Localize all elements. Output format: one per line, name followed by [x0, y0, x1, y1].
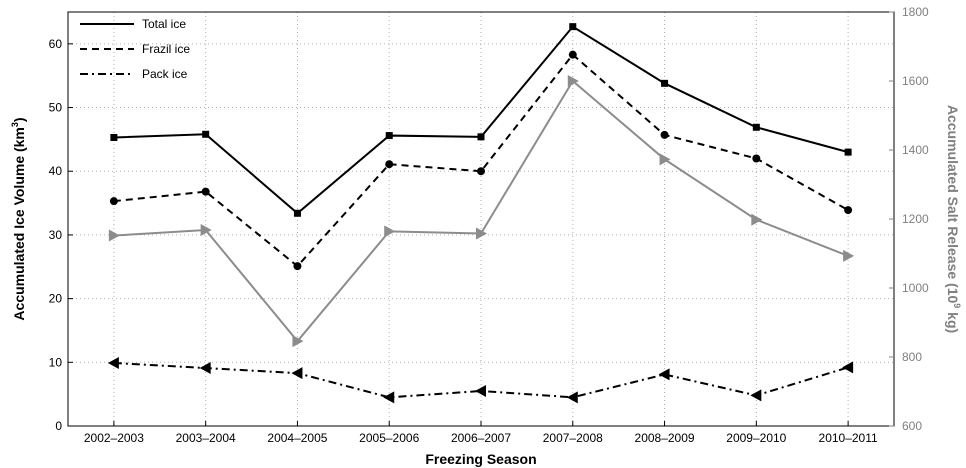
- data-point: [385, 160, 394, 169]
- y-tick-label-right: 1000: [902, 281, 929, 295]
- data-point: [384, 225, 396, 238]
- y-tick-label-left: 60: [49, 37, 63, 51]
- data-point: [385, 132, 393, 140]
- data-point: [566, 391, 578, 404]
- data-point: [107, 356, 119, 369]
- series: [107, 23, 855, 404]
- legend: Total ice Frazil ice Pack ice: [80, 17, 190, 81]
- y-axis-title-left: Accumulated Ice Volume (km3): [10, 117, 27, 320]
- grid: [68, 12, 894, 426]
- y-tick-label-left: 20: [49, 292, 63, 306]
- data-point: [750, 389, 762, 402]
- y-tick-label-right: 600: [902, 419, 922, 433]
- y-tick-label-left: 30: [49, 228, 63, 242]
- series-total-ice: [110, 23, 852, 217]
- plot-frame: [67, 11, 895, 427]
- y-tick-label-right: 1200: [902, 212, 929, 226]
- data-point: [476, 227, 487, 240]
- x-tick-label: 2004–2005: [267, 431, 327, 445]
- series-line: [113, 25, 849, 215]
- y-axis-title-right: Accumulated Salt Release (109 kg): [945, 105, 962, 333]
- x-tick-label: 2003–2004: [176, 431, 236, 445]
- x-tick-label: 2006–2007: [451, 431, 511, 445]
- legend-item: Pack ice: [80, 67, 188, 81]
- y-tick-label-right: 1400: [902, 143, 929, 157]
- y-tick-label-left: 10: [49, 355, 63, 369]
- data-point: [658, 368, 670, 381]
- data-point: [477, 133, 485, 141]
- x-tick-label: 2009–2010: [726, 431, 786, 445]
- data-point: [751, 213, 763, 226]
- data-point: [200, 224, 212, 237]
- data-point: [199, 362, 211, 375]
- data-point: [292, 335, 304, 348]
- y-tick-label-left: 40: [49, 164, 63, 178]
- data-point: [567, 75, 579, 87]
- y-tick-label-left: 0: [55, 419, 62, 433]
- x-tick-label: 2010–2011: [819, 431, 879, 445]
- legend-item: Frazil ice: [80, 42, 190, 56]
- data-point: [109, 197, 118, 206]
- series-salt-release: [108, 75, 855, 348]
- data-point: [843, 249, 855, 262]
- data-point: [383, 391, 395, 404]
- data-point: [659, 153, 671, 166]
- x-tick-label: 2008–2009: [635, 431, 695, 445]
- data-point: [108, 229, 120, 242]
- y-tick-label-right: 1600: [902, 74, 929, 88]
- data-point: [110, 133, 118, 141]
- data-point: [293, 209, 301, 217]
- series-pack-ice: [107, 356, 854, 404]
- x-tick-label: 2007–2008: [543, 431, 603, 445]
- y-tick-label-right: 1800: [902, 5, 929, 19]
- legend-item: Total ice: [80, 17, 186, 31]
- series-line: [113, 53, 849, 268]
- legend-label: Total ice: [142, 17, 186, 31]
- legend-label: Pack ice: [142, 67, 188, 81]
- data-point: [752, 154, 761, 163]
- data-point: [660, 130, 669, 139]
- data-point: [202, 130, 210, 138]
- x-tick-label: 2005–2006: [359, 431, 419, 445]
- data-point: [293, 262, 302, 271]
- data-point: [475, 384, 486, 397]
- y-tick-label-left: 50: [49, 101, 63, 115]
- data-point: [291, 367, 303, 380]
- data-point: [477, 167, 485, 176]
- data-point: [568, 50, 577, 59]
- series-frazil-ice: [109, 50, 853, 271]
- data-point: [201, 187, 210, 196]
- x-axis-title: Freezing Season: [425, 451, 536, 467]
- y-tick-label-right: 800: [902, 350, 922, 364]
- axis-ticks: 2002–2003 2003–2004 2004–2005 2005–2006 2006…: [49, 5, 929, 445]
- x-tick-label: 2002–2003: [84, 431, 144, 445]
- legend-label: Frazil ice: [142, 42, 190, 56]
- data-point: [752, 123, 760, 131]
- data-point: [569, 23, 577, 31]
- data-point: [844, 148, 852, 156]
- data-point: [844, 206, 853, 215]
- data-point: [661, 79, 669, 87]
- data-point: [842, 361, 854, 374]
